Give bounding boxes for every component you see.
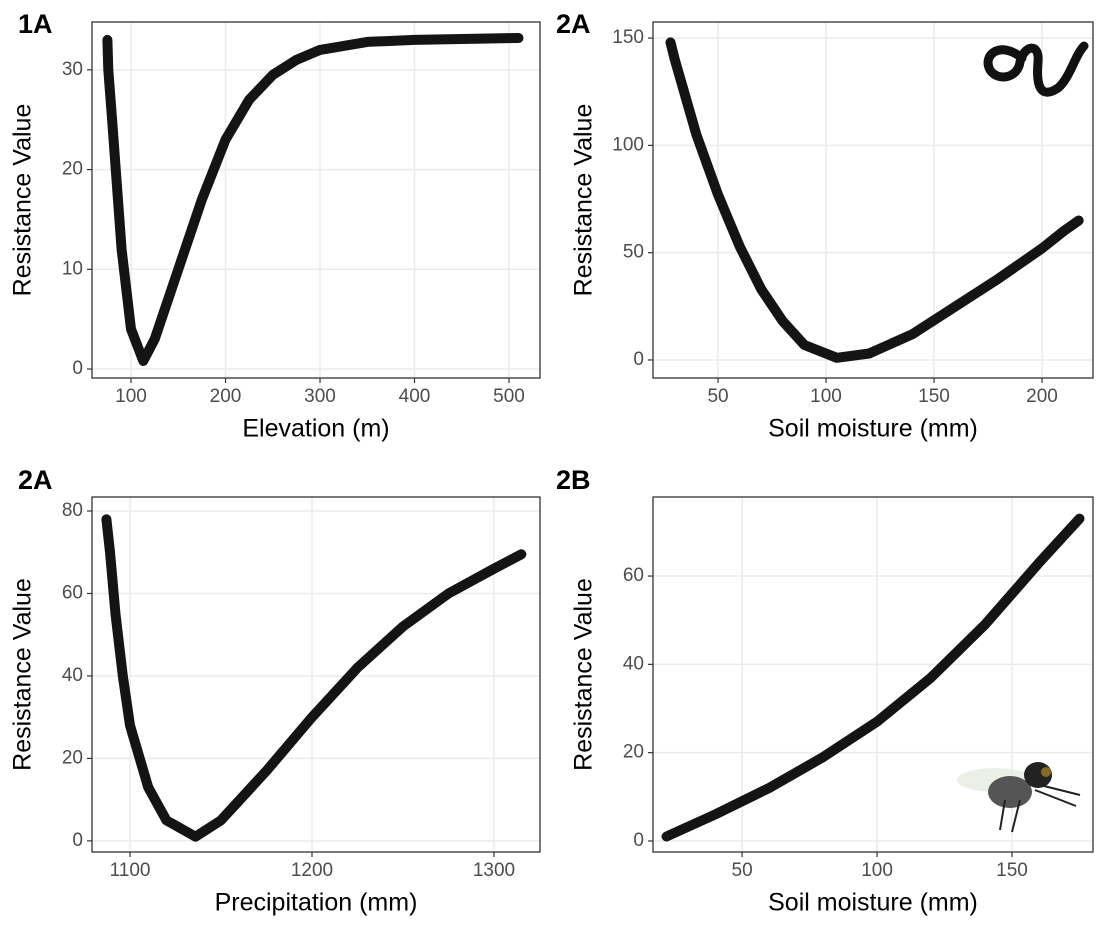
- y-tick-label: 60: [623, 565, 644, 586]
- plot-border: [91, 496, 541, 853]
- x-tick-label: 200: [1026, 386, 1058, 407]
- x-tick-label: 50: [707, 386, 728, 407]
- x-tick-label: 1200: [291, 860, 333, 881]
- panel: 50 100 150 200 0 50 100 150 2A Soil moisture (mm)…: [556, 9, 1094, 443]
- x-tick-label: 1100: [110, 860, 151, 881]
- data-curve: [102, 33, 524, 366]
- x-tick-label: 100: [810, 386, 842, 407]
- y-tick-label: 20: [623, 742, 644, 763]
- y-tick-label: 20: [62, 159, 83, 180]
- plot-border: [652, 21, 1094, 379]
- x-tick-label: 100: [861, 860, 893, 881]
- x-tick-label: 500: [493, 386, 525, 407]
- y-tick-label: 60: [62, 582, 83, 603]
- y-tick-label: 80: [62, 500, 83, 521]
- x-tick-label: 150: [918, 386, 950, 407]
- data-curve: [665, 37, 1084, 363]
- plot-border: [652, 496, 1094, 853]
- y-tick-label: 40: [623, 653, 644, 674]
- x-tick-label: 100: [115, 386, 147, 407]
- x-tick-label: 150: [996, 860, 1028, 881]
- y-tick-label: 0: [633, 349, 644, 370]
- y-tick-label: 40: [62, 665, 83, 686]
- x-tick-label: 50: [732, 860, 753, 881]
- data-curve: [661, 513, 1085, 842]
- y-axis-title: Resistance Value: [570, 578, 598, 771]
- y-tick-label: 10: [62, 258, 83, 279]
- panel-title: 2B: [556, 465, 591, 495]
- y-tick-label: 30: [62, 59, 83, 80]
- y-tick-label: 100: [612, 134, 644, 155]
- data-curve: [101, 514, 527, 842]
- y-axis-title: Resistance Value: [9, 578, 37, 771]
- y-tick-label: 0: [72, 830, 83, 851]
- panel: 50 100 150 0 20 40 60 2B Soil moisture (mm) Resis…: [556, 465, 1094, 917]
- plot-background: [653, 22, 1093, 378]
- x-tick-label: 400: [399, 386, 431, 407]
- panel-title: 2A: [18, 465, 53, 495]
- x-axis-title: Soil moisture (mm): [768, 889, 978, 917]
- plot-border: [91, 21, 541, 379]
- x-tick-label: 200: [210, 386, 242, 407]
- y-tick-label: 0: [72, 358, 83, 379]
- y-axis-title: Resistance Value: [9, 104, 37, 297]
- x-tick-label: 1300: [473, 860, 515, 881]
- y-tick-label: 20: [62, 747, 83, 768]
- worm-icon: [983, 41, 1089, 97]
- panel: 100 200 300 400 500 0 10 20 30 1A Elevation (m) Res…: [9, 9, 541, 443]
- x-axis-title: Soil moisture (mm): [768, 415, 978, 443]
- y-tick-label: 0: [633, 830, 644, 851]
- fly-icon: [957, 762, 1081, 833]
- x-axis-title: Precipitation (mm): [215, 889, 418, 917]
- panel-title: 1A: [18, 9, 53, 39]
- panel: 1100 1200 1300 0 20 40 60 80 2A Precipitation (mm…: [9, 465, 541, 917]
- y-tick-label: 150: [612, 27, 644, 48]
- x-tick-label: 300: [304, 386, 336, 407]
- panel-title: 2A: [556, 9, 591, 39]
- y-axis-title: Resistance Value: [570, 104, 598, 297]
- x-axis-title: Elevation (m): [242, 415, 389, 443]
- y-tick-label: 50: [623, 242, 644, 263]
- plot-background: [92, 497, 540, 852]
